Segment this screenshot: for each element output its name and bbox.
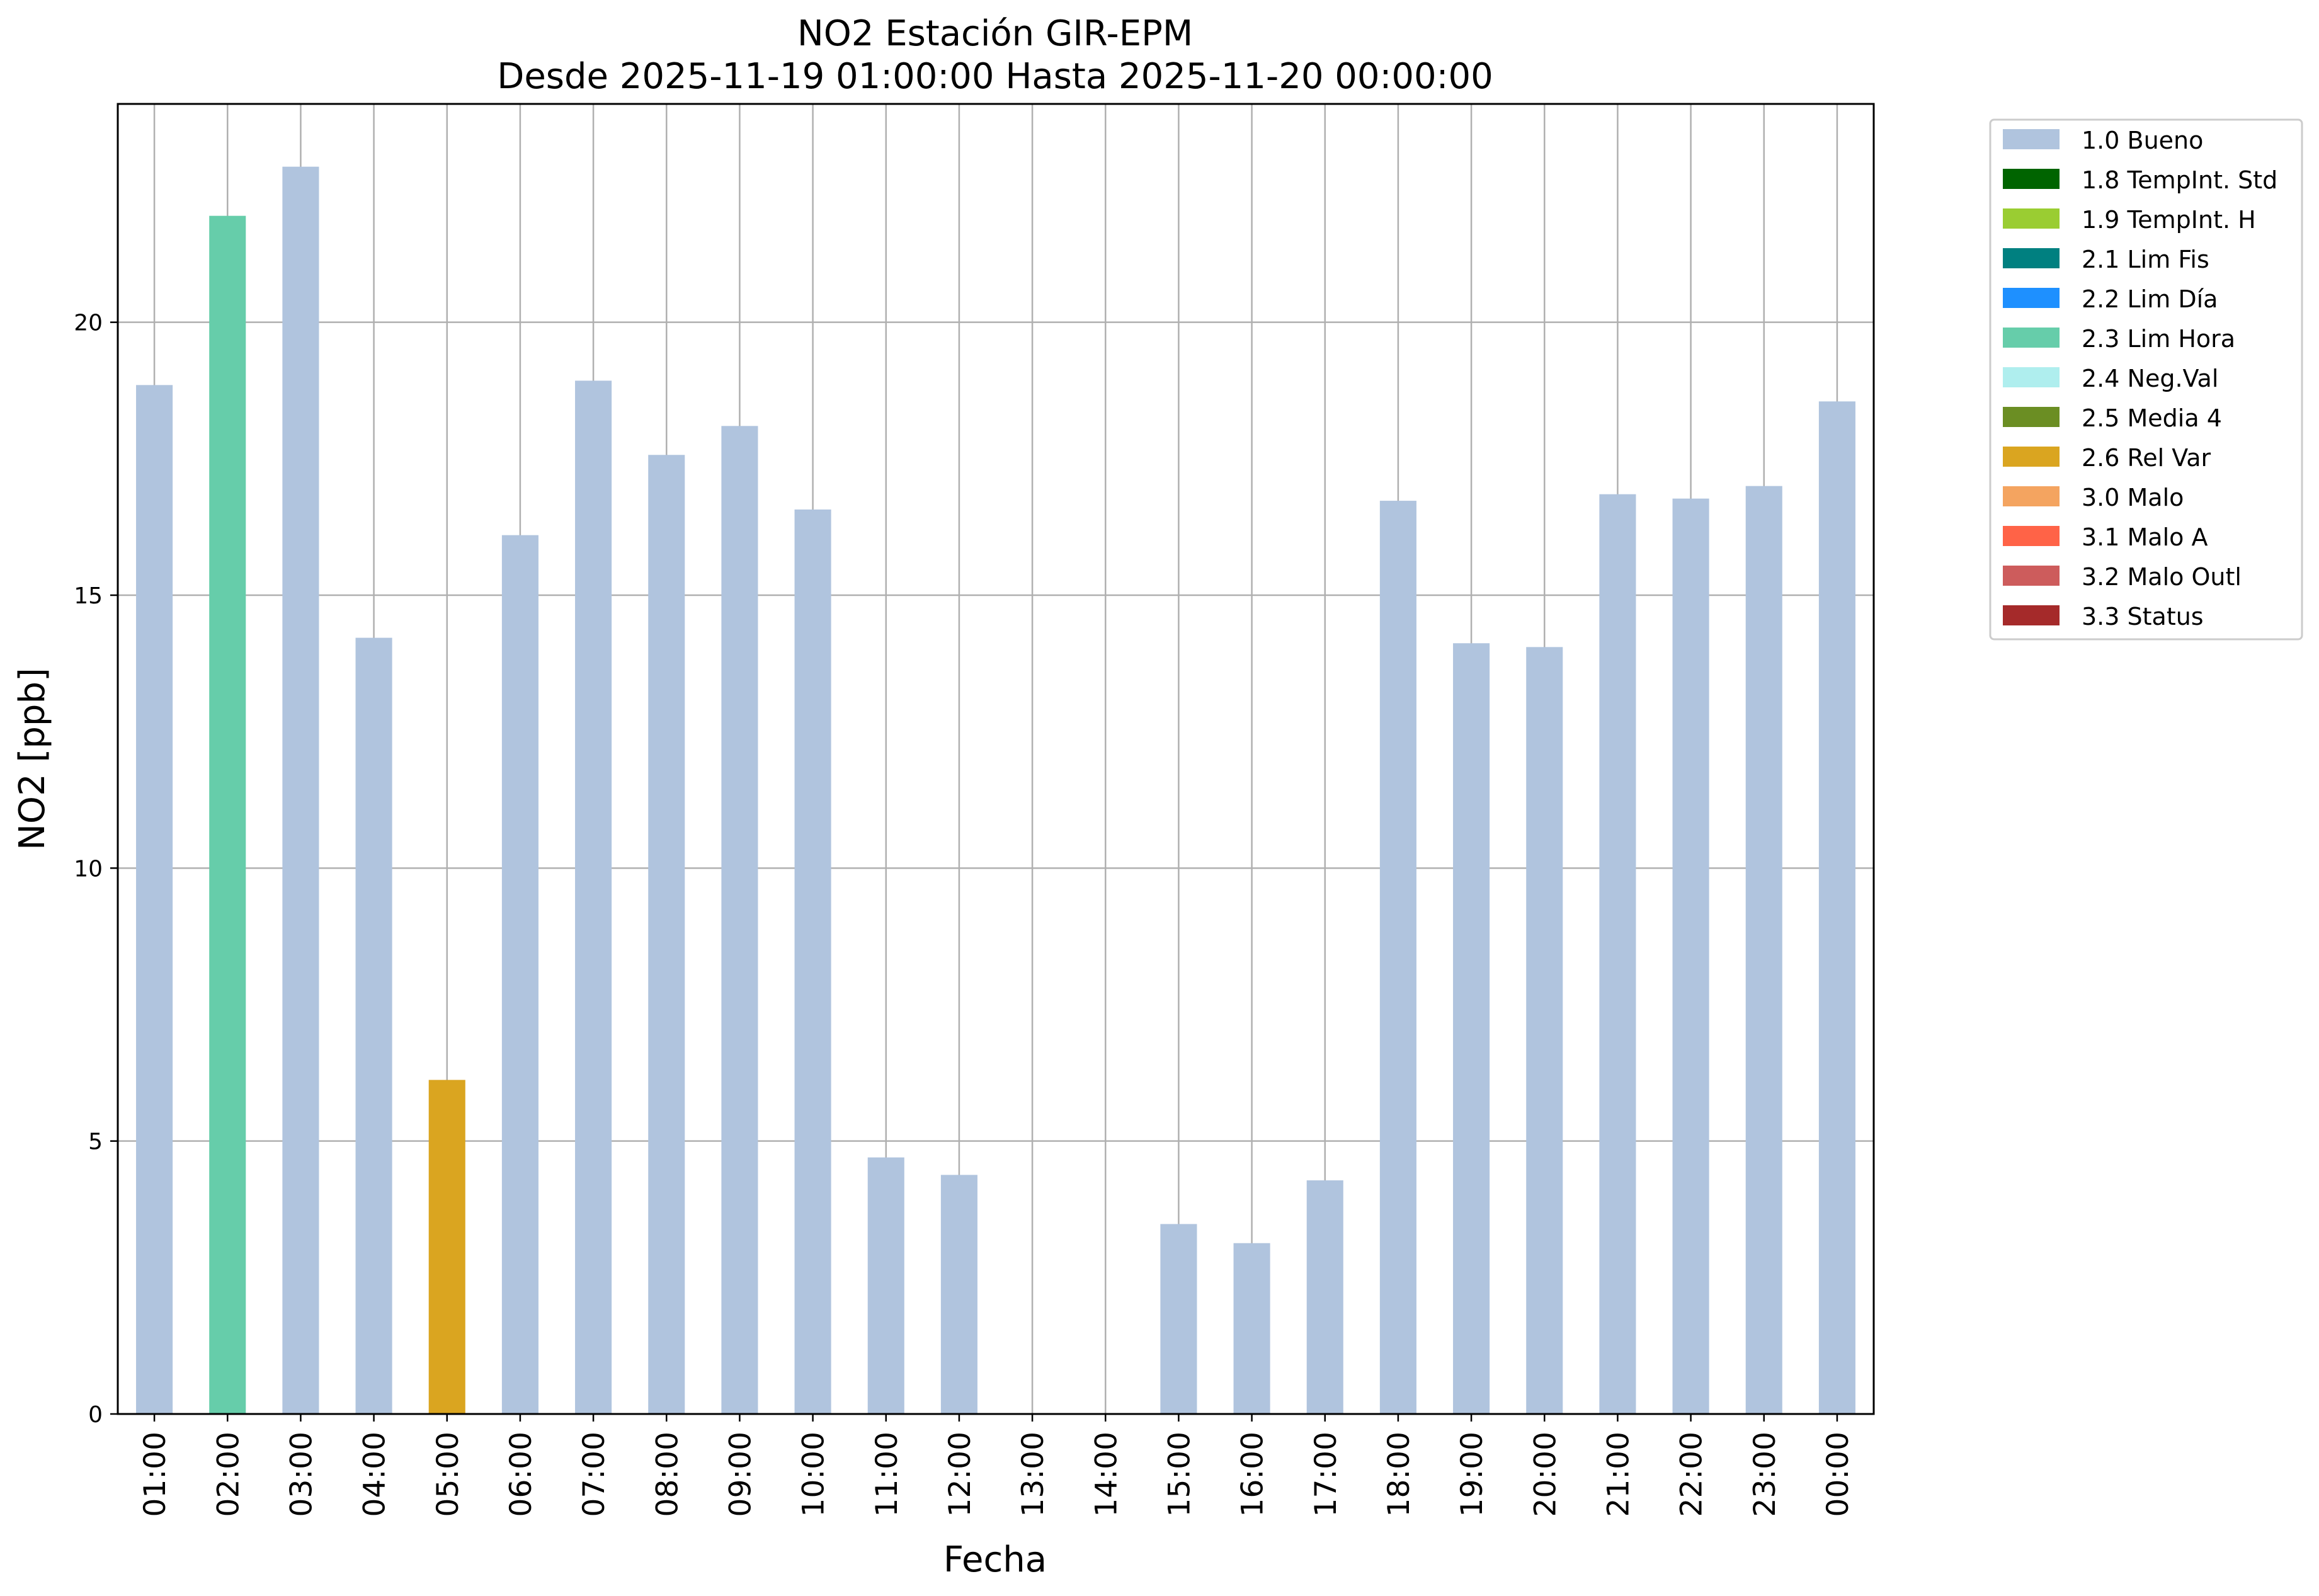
bar-1900 — [1453, 643, 1490, 1415]
x-tick-label: 12:00 — [943, 1432, 977, 1517]
legend-label: 3.3 Status — [2082, 603, 2204, 630]
legend-label: 1.9 TempInt. H — [2082, 206, 2256, 234]
legend-label: 1.8 TempInt. Std — [2082, 166, 2277, 194]
x-tick-label: 01:00 — [138, 1432, 173, 1517]
bar-0500 — [428, 1080, 465, 1414]
x-tick-label: 02:00 — [211, 1432, 246, 1517]
x-tick-label: 20:00 — [1528, 1432, 1563, 1517]
y-axis: 0 5 10 15 20 — [74, 311, 118, 1428]
legend-swatch — [2003, 486, 2060, 506]
x-tick-label: 03:00 — [284, 1432, 319, 1517]
x-tick-label: 04:00 — [358, 1432, 392, 1517]
x-tick-label: 06:00 — [504, 1432, 538, 1517]
legend-swatch — [2003, 447, 2060, 467]
x-tick-label: 18:00 — [1382, 1432, 1416, 1517]
bar-1600 — [1233, 1243, 1270, 1414]
bar-2300 — [1745, 486, 1782, 1414]
legend-swatch — [2003, 248, 2060, 268]
bar-2000 — [1526, 647, 1563, 1414]
legend-label: 2.1 Lim Fis — [2082, 246, 2209, 273]
chart-subtitle: Desde 2025-11-19 01:00:00 Hasta 2025-11-… — [497, 56, 1493, 97]
y-tick-label: 5 — [88, 1129, 103, 1155]
x-tick-label: 14:00 — [1089, 1432, 1124, 1517]
bar-0800 — [648, 455, 685, 1415]
legend-label: 3.1 Malo A — [2082, 523, 2208, 551]
legend-swatch — [2003, 407, 2060, 427]
x-axis-label: Fecha — [943, 1539, 1047, 1580]
bar-2200 — [1672, 498, 1709, 1414]
bar-2100 — [1599, 494, 1636, 1414]
x-tick-label: 05:00 — [431, 1432, 465, 1517]
legend-label: 2.3 Lim Hora — [2082, 325, 2235, 353]
bar-1000 — [794, 509, 831, 1414]
legend-swatch — [2003, 605, 2060, 625]
x-tick-label: 07:00 — [577, 1432, 612, 1517]
bar-0000 — [1818, 401, 1855, 1415]
bar-0100 — [136, 385, 173, 1415]
legend-swatch — [2003, 566, 2060, 586]
chart-title: NO2 Estación GIR-EPM — [797, 13, 1193, 54]
bar-0400 — [355, 637, 392, 1414]
legend-swatch — [2003, 169, 2060, 189]
legend-label: 2.2 Lim Día — [2082, 285, 2218, 313]
bar-1800 — [1379, 501, 1416, 1414]
bar-0600 — [501, 535, 538, 1414]
bar-0300 — [282, 166, 319, 1415]
x-tick-label: 09:00 — [723, 1432, 758, 1517]
legend-label: 3.2 Malo Outl — [2082, 563, 2242, 591]
plot-area-border — [117, 103, 1875, 1415]
x-tick-label: 10:00 — [797, 1432, 831, 1517]
bar-1500 — [1160, 1224, 1197, 1414]
bar-0700 — [575, 380, 612, 1414]
legend-label: 1.0 Bueno — [2082, 127, 2203, 154]
legend-swatch — [2003, 288, 2060, 308]
bar-1200 — [940, 1175, 977, 1414]
x-tick-label: 08:00 — [650, 1432, 685, 1517]
x-tick-label: 21:00 — [1601, 1432, 1636, 1517]
bar-1700 — [1306, 1180, 1343, 1414]
x-tick-label: 15:00 — [1162, 1432, 1197, 1517]
legend-swatch — [2003, 328, 2060, 348]
y-tick-label: 0 — [88, 1402, 103, 1428]
legend-label: 2.6 Rel Var — [2082, 444, 2211, 472]
bar-1100 — [867, 1157, 904, 1414]
bar-0200 — [209, 215, 246, 1415]
x-tick-label: 11:00 — [870, 1432, 904, 1517]
x-tick-label: 17:00 — [1309, 1432, 1343, 1517]
x-tick-label: 16:00 — [1236, 1432, 1270, 1517]
x-tick-label: 13:00 — [1016, 1432, 1051, 1517]
bar-0900 — [721, 426, 758, 1415]
y-tick-label: 10 — [74, 856, 103, 882]
y-tick-label: 20 — [74, 311, 103, 336]
legend-label: 3.0 Malo — [2082, 484, 2184, 511]
y-axis-label: NO2 [ppb] — [12, 668, 53, 850]
x-axis: 01:00 02:00 03:00 04:00 05:00 06:00 07:00 08:00… — [138, 1414, 1855, 1517]
bars — [136, 166, 1855, 1415]
legend-swatch — [2003, 208, 2060, 229]
x-tick-label: 23:00 — [1748, 1432, 1782, 1517]
legend-frame — [1989, 118, 2303, 641]
legend-swatch — [2003, 526, 2060, 546]
legend-swatch — [2003, 129, 2060, 149]
x-tick-label: 22:00 — [1675, 1432, 1709, 1517]
legend-label: 2.5 Media 4 — [2082, 404, 2222, 432]
x-tick-label: 00:00 — [1821, 1432, 1855, 1517]
legend-label: 2.4 Neg.Val — [2082, 365, 2218, 392]
legend: 1.0 Bueno 1.8 TempInt. Std 1.9 TempInt. H 2… — [1989, 118, 2303, 641]
legend-swatch — [2003, 367, 2060, 387]
y-tick-label: 15 — [74, 583, 103, 609]
x-tick-label: 19:00 — [1455, 1432, 1490, 1517]
